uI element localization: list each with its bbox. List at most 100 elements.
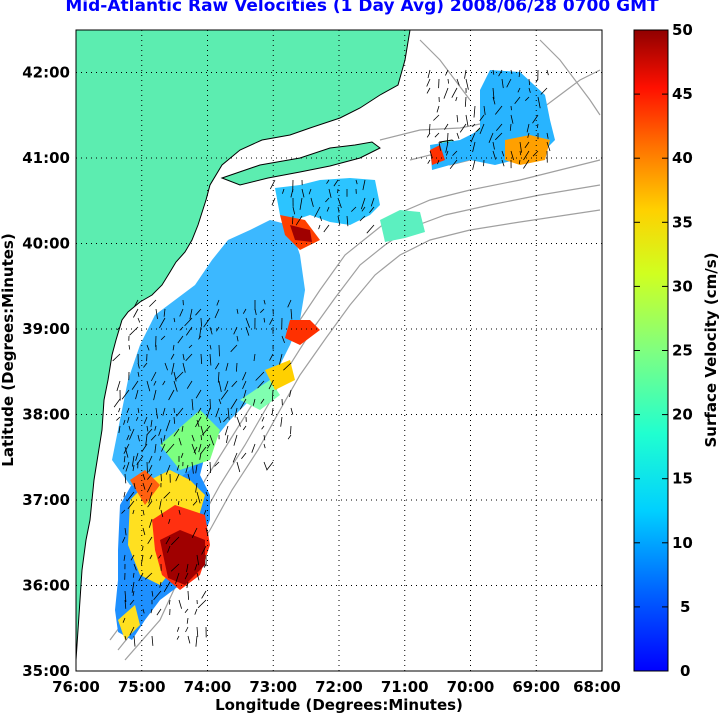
velocity-vector [176, 407, 184, 417]
velocity-vector [209, 461, 211, 474]
velocity-vector [126, 407, 130, 413]
y-tick-label: 41:00 [22, 149, 70, 167]
velocity-vector [263, 461, 268, 471]
velocity-vector [465, 78, 469, 90]
velocity-vector [218, 380, 222, 392]
velocity-vector [132, 572, 135, 578]
velocity-vector [142, 545, 144, 551]
velocity-vector [203, 317, 211, 328]
x-tick-label: 71:00 [381, 678, 429, 696]
x-tick-label: 72:00 [315, 678, 363, 696]
velocity-vector [146, 425, 149, 432]
velocity-vector [225, 362, 229, 371]
velocity-vector [173, 416, 176, 424]
velocity-vector [146, 482, 153, 493]
velocity-vector [479, 123, 485, 135]
velocity-vector [427, 159, 431, 164]
velocity-vector [263, 434, 266, 441]
velocity-vector [128, 344, 131, 350]
velocity-vector [445, 141, 449, 153]
velocity-vector [158, 428, 162, 436]
velocity-vector [323, 224, 330, 233]
velocity-vector [483, 159, 485, 167]
velocity-vector [195, 308, 202, 316]
velocity-vector [162, 380, 166, 386]
velocity-vector [224, 425, 229, 436]
velocity-vector [218, 344, 220, 357]
velocity-vector [483, 105, 486, 115]
velocity-vector [428, 123, 431, 134]
y-tick-label: 37:00 [22, 491, 70, 509]
x-tick-label: 70:00 [447, 678, 495, 696]
velocity-vector [133, 308, 139, 318]
velocity-vector [236, 308, 239, 314]
velocity-vector [289, 389, 292, 397]
velocity-vector [281, 335, 285, 344]
velocity-vector [173, 428, 180, 437]
velocity-vector [160, 335, 166, 341]
velocity-vector [510, 105, 512, 111]
velocity-vector [519, 141, 522, 153]
velocity-vector [506, 78, 512, 88]
velocity-vector [150, 419, 153, 427]
velocity-vector [260, 398, 265, 404]
velocity-vector [197, 599, 207, 609]
x-tick-label: 69:00 [512, 678, 560, 696]
velocity-vector [185, 626, 189, 633]
velocity-vector [122, 617, 126, 623]
velocity-vector [232, 452, 238, 463]
velocity-vector [163, 491, 171, 499]
velocity-vector [209, 398, 211, 410]
velocity-vector [177, 500, 180, 506]
velocity-vector [290, 188, 294, 198]
velocity-vector [236, 362, 238, 372]
velocity-vector [239, 398, 247, 410]
velocity-vector [464, 69, 467, 79]
velocity-vector [150, 371, 157, 382]
velocity-vector [236, 461, 241, 473]
velocity-vector [188, 344, 193, 349]
velocity-vector [123, 554, 126, 561]
velocity-vector [132, 509, 135, 515]
velocity-vector [241, 452, 247, 460]
velocity-vector [185, 353, 193, 362]
x-tick-label: 68:00 [573, 678, 621, 696]
velocity-vector [150, 434, 157, 441]
colorbar-label: Surface Velocity (cm/s) [702, 252, 720, 447]
velocity-vector [361, 206, 366, 212]
velocity-vector [494, 105, 503, 115]
velocity-vector [231, 380, 238, 388]
colorbar-tick-label: 20 [672, 406, 693, 424]
velocity-vector [528, 78, 530, 86]
velocity-vector [144, 572, 153, 580]
velocity-vector [147, 536, 153, 545]
velocity-vector [242, 425, 247, 431]
velocity-vector [540, 87, 548, 95]
velocity-vector [269, 353, 274, 361]
velocity-vector [154, 425, 157, 431]
velocity-vector [175, 371, 184, 381]
velocity-vector [518, 159, 521, 165]
velocity-vector [255, 371, 265, 381]
velocity-vector [245, 317, 250, 328]
velocity-vector [201, 425, 211, 436]
velocity-vector [517, 87, 521, 93]
colorbar-tick-label: 5 [680, 598, 690, 616]
velocity-vector [196, 572, 200, 581]
velocity-vector [135, 389, 139, 400]
velocity-vector [186, 617, 189, 624]
velocity-vector [456, 78, 460, 86]
velocity-vector [147, 500, 153, 508]
y-tick-labels: 35:00 36:00 37:00 38:00 39:00 40:00 41:0… [22, 64, 70, 681]
velocity-vector [160, 509, 164, 518]
velocity-vector [438, 141, 441, 151]
velocity-vector [263, 299, 266, 305]
x-tick-label: 75:00 [118, 678, 166, 696]
velocity-vector [546, 141, 551, 152]
velocity-vector [180, 452, 184, 458]
velocity-vector [362, 179, 366, 191]
velocity-vector [257, 380, 265, 389]
velocity-vector [176, 464, 180, 471]
velocity-vector [168, 599, 171, 605]
velocity-vector [319, 215, 323, 222]
